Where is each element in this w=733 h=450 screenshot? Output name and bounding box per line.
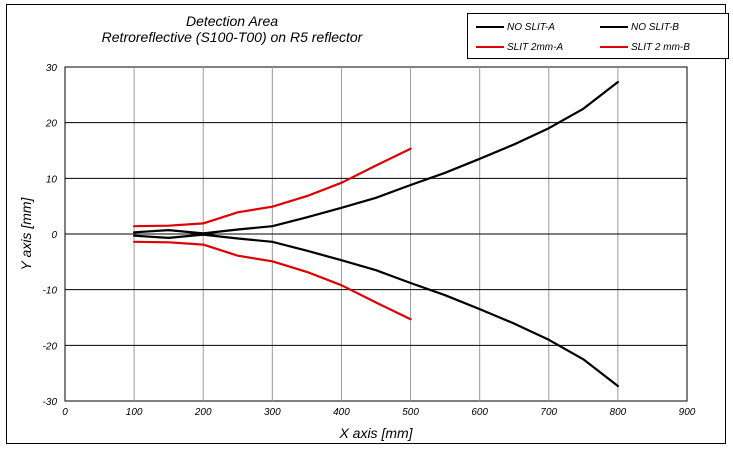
legend-label-no-slit-a: NO SLIT-A [507, 21, 555, 33]
legend-swatch-slit-2mm-b [600, 46, 628, 48]
legend-label-no-slit-b: NO SLIT-B [631, 21, 679, 33]
x-tick-label-800: 800 [610, 407, 627, 418]
x-tick-label-900: 900 [679, 407, 696, 418]
y-axis-title: Y axis [mm] [18, 196, 34, 270]
chart-title-block: Detection Area Retroreflective (S100-T00… [62, 13, 402, 45]
legend-label-slit-2mm-a: SLIT 2mm-A [507, 41, 564, 53]
series-line-no-slit-a [132, 80, 620, 235]
x-tick-label-400: 400 [333, 407, 350, 418]
x-tick-label-600: 600 [471, 407, 488, 418]
x-axis-title: X axis [mm] [338, 425, 413, 441]
legend-item-no-slit-a: NO SLIT-A [476, 19, 555, 35]
y-tick-label-20: 20 [45, 119, 58, 130]
legend-swatch-no-slit-b [600, 26, 628, 28]
legend-swatch-no-slit-a [476, 26, 504, 28]
y-tick-label-10: 10 [46, 174, 58, 185]
chart-canvas: 0 100 200 300 400 500 600 700 800 900 -30 -20 -10 0 10… [18, 63, 696, 441]
legend-swatch-slit-2mm-a [476, 46, 504, 48]
x-tick-label-0: 0 [62, 407, 68, 418]
x-tick-label-700: 700 [540, 407, 557, 418]
legend: NO SLIT-A NO SLIT-B SLIT 2mm-A SLIT 2 mm… [467, 13, 729, 59]
x-tick-label-200: 200 [194, 407, 212, 418]
y-tick-label--20: -20 [43, 341, 58, 352]
legend-item-slit-2mm-a: SLIT 2mm-A [476, 39, 563, 55]
y-tick-label-30: 30 [46, 63, 58, 74]
legend-item-slit-2mm-b: SLIT 2 mm-B [600, 39, 690, 55]
x-tick-label-300: 300 [264, 407, 281, 418]
chart-frame: 0 100 200 300 400 500 600 700 800 900 -30 -20 -10 0 10… [6, 4, 729, 444]
legend-label-slit-2mm-b: SLIT 2 mm-B [631, 41, 690, 53]
y-tick-label--10: -10 [43, 286, 58, 297]
y-tick-label-0: 0 [51, 230, 57, 241]
x-tick-label-100: 100 [126, 407, 143, 418]
series-line-slit-2mm-a [132, 147, 412, 228]
y-tick-label--30: -30 [43, 397, 58, 408]
chart-title: Detection Area [185, 13, 279, 29]
series-line-slit-2-mm-b [132, 240, 412, 321]
legend-item-no-slit-b: NO SLIT-B [600, 19, 679, 35]
series-line-no-slit-b [132, 233, 620, 388]
x-tick-label-500: 500 [402, 407, 419, 418]
chart-subtitle: Retroreflective (S100-T00) on R5 reflect… [101, 29, 363, 45]
